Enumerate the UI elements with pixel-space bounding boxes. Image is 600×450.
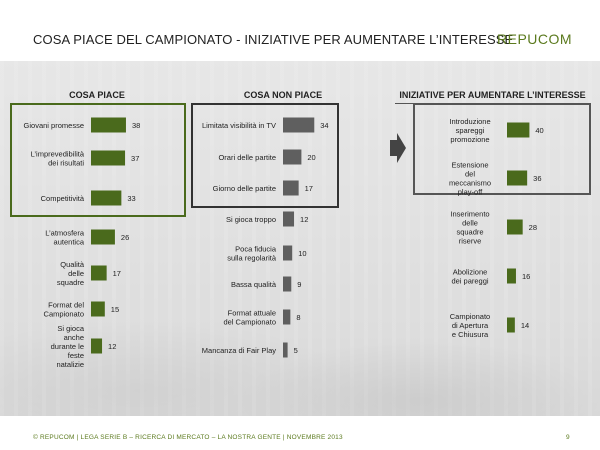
value-label-0-1: 37 (131, 154, 139, 163)
value-label-0-6: 12 (108, 342, 116, 351)
value-label-1-7: 5 (294, 346, 298, 355)
highlight-box-likes (10, 103, 186, 217)
category-label-1-1: Orari delle partite (218, 153, 276, 162)
category-label-0-6: Si gioca anche durante le feste natalizie (51, 324, 85, 369)
bar-1-6 (283, 309, 291, 325)
bar-1-5 (283, 276, 292, 292)
value-label-1-0: 34 (320, 121, 328, 130)
category-label-0-1: L’imprevedibilità dei risultati (31, 150, 85, 168)
category-label-0-2: Competitività (41, 194, 85, 203)
category-label-1-4: Poca fiducia sulla regolarità (227, 245, 277, 263)
repucom-logo: REPUCOM (497, 31, 573, 47)
bar-2-1 (507, 170, 528, 186)
bar-1-1 (283, 149, 302, 165)
category-label-1-7: Mancanza di Fair Play (202, 346, 276, 355)
header: COSA PIACE DEL CAMPIONATO - INIZIATIVE P… (0, 0, 600, 60)
bar-0-0 (91, 117, 126, 133)
bar-1-4 (283, 245, 293, 261)
value-label-1-6: 8 (296, 313, 300, 322)
value-label-2-4: 14 (521, 321, 529, 330)
category-label-1-6: Format attuale del Campionato (223, 309, 276, 327)
page-number: 9 (566, 434, 570, 441)
bar-0-3 (91, 229, 115, 245)
value-label-0-4: 17 (113, 269, 121, 278)
category-label-0-4: Qualità delle squadre (57, 260, 85, 287)
value-label-0-3: 26 (121, 233, 129, 242)
value-label-0-0: 38 (132, 121, 140, 130)
category-label-2-2: Inserimento delle squadre riserve (450, 210, 489, 246)
value-label-1-5: 9 (297, 280, 301, 289)
footer-area (0, 416, 600, 450)
category-label-1-3: Si gioca troppo (226, 215, 276, 224)
page-title: COSA PIACE DEL CAMPIONATO - INIZIATIVE P… (33, 32, 514, 47)
bar-2-2 (507, 219, 523, 235)
value-label-0-2: 33 (127, 194, 135, 203)
bar-2-4 (507, 317, 515, 333)
highlight-box-dislikes (191, 103, 339, 208)
category-label-1-5: Bassa qualità (231, 280, 277, 289)
bar-0-5 (91, 301, 105, 317)
value-label-2-0: 40 (535, 126, 543, 135)
arrow-right-icon (390, 133, 406, 163)
category-label-2-4: Campionato di Apertura e Chiusura (450, 312, 490, 339)
bar-0-2 (91, 190, 122, 206)
highlight-box-initiatives (413, 103, 591, 195)
bar-2-3 (507, 268, 516, 284)
value-label-1-2: 17 (305, 184, 313, 193)
value-label-2-2: 28 (529, 223, 537, 232)
category-label-0-0: Giovani promesse (24, 121, 84, 130)
value-label-0-5: 15 (111, 305, 119, 314)
category-label-2-0: Introduzione spareggi promozione (449, 117, 490, 144)
bar-1-2 (283, 180, 299, 196)
category-label-2-1: Estensione del meccanismo play-off (449, 161, 491, 197)
category-label-1-2: Giorno delle partite (213, 184, 276, 193)
value-label-2-3: 16 (522, 272, 530, 281)
category-label-1-0: Limitata visibilità in TV (202, 121, 276, 130)
bar-2-0 (507, 122, 530, 138)
footer-text: © REPUCOM | LEGA SERIE B – RICERCA DI ME… (33, 434, 343, 441)
bar-1-3 (283, 211, 295, 227)
bar-0-1 (91, 150, 126, 166)
category-label-0-3: L’atmosfera autentica (45, 229, 85, 247)
value-label-1-1: 20 (307, 153, 315, 162)
category-label-0-5: Format del Campionato (44, 301, 85, 319)
value-label-1-3: 12 (300, 215, 308, 224)
bar-1-0 (283, 117, 315, 133)
bar-0-4 (91, 265, 107, 281)
category-label-2-3: Abolizione dei pareggi (451, 268, 488, 286)
value-label-2-1: 36 (533, 174, 541, 183)
bar-1-7 (283, 342, 288, 358)
bar-0-6 (91, 338, 103, 354)
value-label-1-4: 10 (298, 249, 306, 258)
